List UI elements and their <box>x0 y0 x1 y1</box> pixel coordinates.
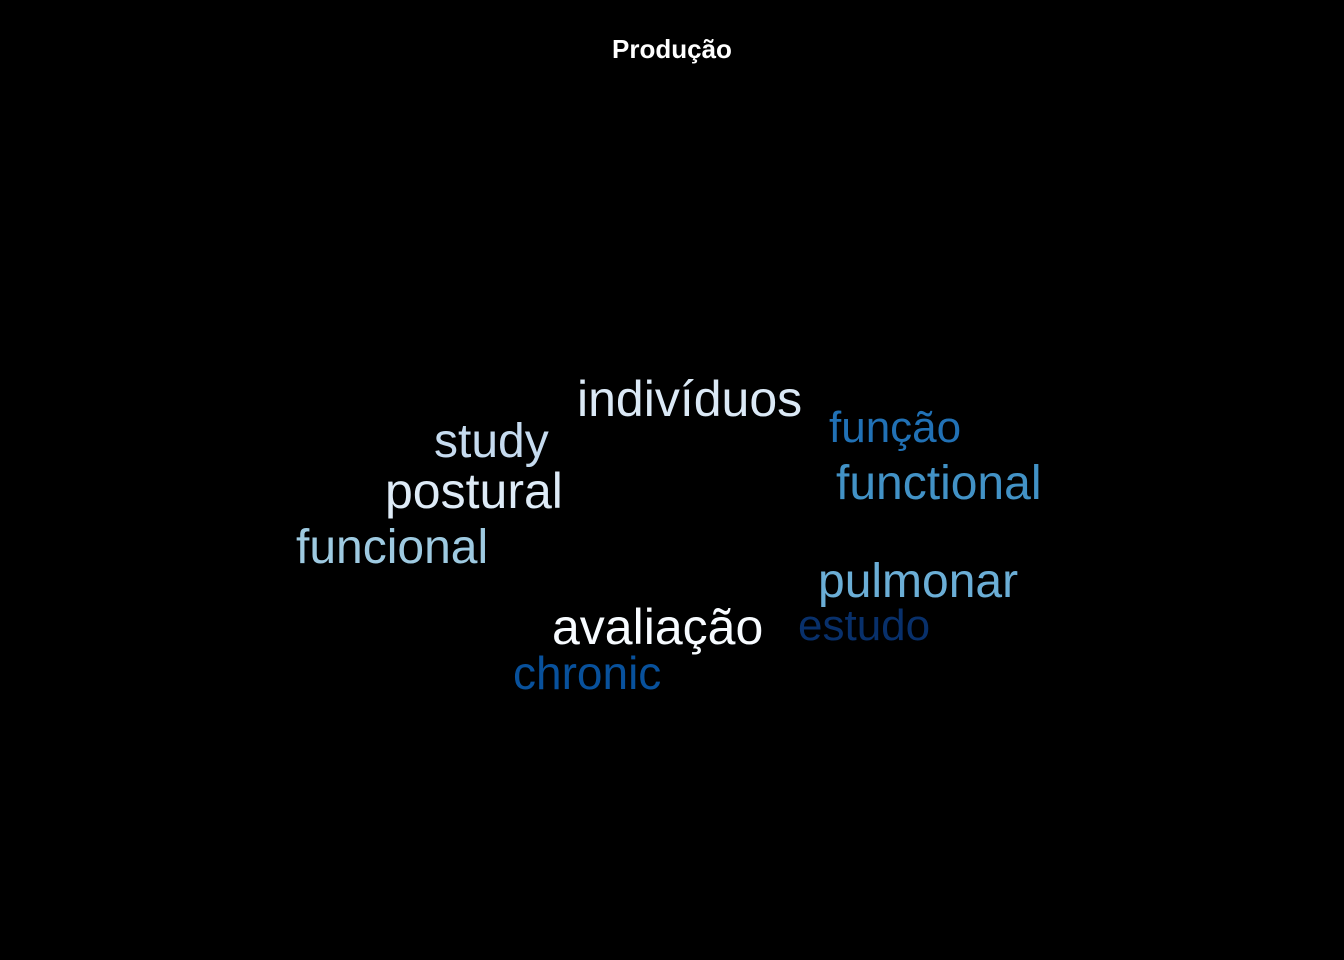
chart-title: Produção <box>612 34 732 64</box>
word-6: functional <box>836 457 1042 510</box>
word-4: funcional <box>296 521 489 574</box>
word-5: pulmonar <box>818 555 1019 608</box>
word-3: postural <box>385 463 563 519</box>
word-1: indivíduos <box>577 371 803 427</box>
word-0: avaliação <box>552 599 764 655</box>
word-7: função <box>829 403 962 452</box>
word-8: chronic <box>513 647 662 699</box>
word-9: estudo <box>798 601 931 650</box>
word-2: study <box>434 415 549 468</box>
